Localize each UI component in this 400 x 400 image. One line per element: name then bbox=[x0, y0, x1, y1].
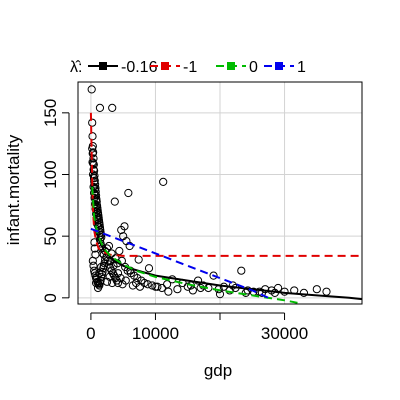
data-point bbox=[209, 271, 218, 280]
data-point bbox=[193, 276, 203, 285]
data-point bbox=[90, 193, 99, 203]
data-point bbox=[237, 266, 246, 275]
data-point bbox=[135, 282, 145, 291]
y-axis-label: infant.mortality bbox=[4, 134, 23, 245]
data-point bbox=[95, 269, 104, 278]
data-point bbox=[88, 118, 97, 127]
data-point bbox=[102, 277, 112, 286]
legend-marker bbox=[227, 62, 235, 70]
data-point bbox=[257, 288, 267, 297]
data-point bbox=[312, 285, 321, 294]
data-point bbox=[121, 276, 130, 285]
y-tick-label: 150 bbox=[41, 99, 60, 127]
data-point bbox=[124, 188, 133, 198]
data-point bbox=[134, 255, 143, 264]
curve-lambda-1 bbox=[90, 227, 269, 299]
legend-label: -1 bbox=[183, 59, 197, 76]
data-point bbox=[188, 286, 197, 295]
y-axis: 0 50 100 150 bbox=[41, 99, 70, 303]
curve-lambda--1 bbox=[89, 112, 362, 257]
data-point bbox=[91, 200, 100, 209]
legend-title: λ̂: bbox=[70, 59, 82, 76]
data-point bbox=[151, 282, 160, 291]
legend-marker bbox=[161, 62, 169, 70]
data-point bbox=[113, 269, 123, 278]
y-tick-label: 50 bbox=[41, 227, 60, 246]
data-point bbox=[125, 241, 134, 251]
data-point bbox=[95, 103, 105, 113]
x-axis-label: gdp bbox=[204, 361, 232, 380]
fit-curves bbox=[89, 112, 362, 304]
data-point bbox=[91, 250, 100, 259]
data-point bbox=[88, 132, 97, 141]
data-point bbox=[103, 256, 112, 265]
data-point bbox=[228, 281, 238, 290]
data-point bbox=[104, 241, 114, 251]
data-point bbox=[87, 85, 96, 94]
data-point bbox=[113, 278, 123, 288]
data-point bbox=[157, 283, 167, 293]
legend-label: 1 bbox=[297, 59, 306, 76]
data-point bbox=[173, 285, 182, 294]
data-point bbox=[116, 274, 125, 283]
x-axis: 0 10000 30000 bbox=[86, 312, 308, 343]
data-point bbox=[108, 103, 117, 113]
legend-label: 0 bbox=[249, 59, 258, 76]
data-point bbox=[110, 197, 119, 206]
data-point bbox=[90, 238, 99, 247]
y-tick-label: 0 bbox=[41, 293, 60, 302]
data-point bbox=[93, 283, 103, 293]
data-point bbox=[108, 278, 117, 288]
x-tick-label: 30000 bbox=[261, 324, 308, 343]
y-tick-label: 100 bbox=[41, 160, 60, 188]
data-point bbox=[89, 182, 98, 191]
curve-lambda-0 bbox=[91, 186, 298, 304]
data-point bbox=[91, 278, 101, 288]
data-point bbox=[164, 287, 173, 296]
data-point bbox=[143, 280, 152, 289]
data-point bbox=[120, 222, 129, 231]
data-point bbox=[92, 209, 101, 219]
legend-marker bbox=[275, 62, 283, 70]
data-point bbox=[199, 281, 208, 290]
x-tick-label: 10000 bbox=[132, 324, 179, 343]
data-point bbox=[115, 246, 124, 256]
data-point bbox=[89, 188, 99, 198]
data-point bbox=[159, 177, 168, 186]
data-point bbox=[97, 262, 106, 272]
legend-label: -0.16 bbox=[121, 59, 158, 76]
legend-marker bbox=[99, 62, 107, 70]
data-point bbox=[144, 264, 154, 273]
data-point bbox=[299, 288, 309, 297]
legend: λ̂: -0.16 -1 0 1 bbox=[70, 59, 306, 76]
x-tick-label: 0 bbox=[86, 324, 95, 343]
plot-frame bbox=[77, 81, 363, 305]
data-point bbox=[322, 287, 331, 296]
data-point bbox=[89, 154, 98, 163]
